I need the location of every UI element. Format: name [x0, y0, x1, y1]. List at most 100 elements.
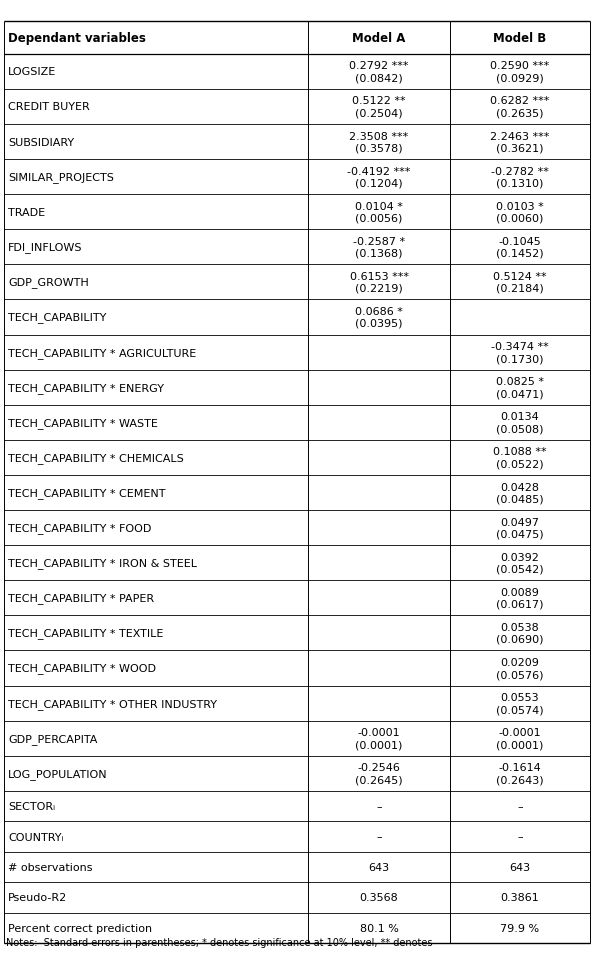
Text: Notes:  Standard errors in parentheses; * denotes significance at 10% level, ** : Notes: Standard errors in parentheses; *… — [6, 937, 433, 947]
Text: TECH_CAPABILITY * IRON & STEEL: TECH_CAPABILITY * IRON & STEEL — [8, 557, 197, 569]
Text: TECH_CAPABILITY * WASTE: TECH_CAPABILITY * WASTE — [8, 417, 158, 429]
Text: TECH_CAPABILITY * PAPER: TECH_CAPABILITY * PAPER — [8, 593, 154, 604]
Text: 0.0825 *: 0.0825 * — [496, 377, 544, 387]
Text: -0.1045: -0.1045 — [499, 236, 541, 247]
Text: -0.1614: -0.1614 — [499, 763, 541, 773]
Text: -0.4192 ***: -0.4192 *** — [347, 166, 411, 177]
Text: –: – — [517, 831, 523, 842]
Text: TECH_CAPABILITY * TEXTILE: TECH_CAPABILITY * TEXTILE — [8, 628, 164, 639]
Text: 0.0428: 0.0428 — [500, 482, 540, 492]
Text: -0.3474 **: -0.3474 ** — [491, 342, 549, 352]
Text: (0.2504): (0.2504) — [355, 109, 403, 118]
Text: TECH_CAPABILITY * OTHER INDUSTRY: TECH_CAPABILITY * OTHER INDUSTRY — [8, 698, 217, 709]
Text: TECH_CAPABILITY: TECH_CAPABILITY — [8, 312, 107, 323]
Text: -0.0001: -0.0001 — [358, 727, 400, 737]
Text: (0.0395): (0.0395) — [355, 319, 403, 329]
Text: 0.0538: 0.0538 — [500, 623, 540, 632]
Text: LOGSIZE: LOGSIZE — [8, 67, 57, 77]
Text: (0.0475): (0.0475) — [496, 530, 544, 539]
Text: 643: 643 — [509, 862, 531, 872]
Text: (0.0690): (0.0690) — [496, 634, 544, 644]
Text: 0.0089: 0.0089 — [500, 587, 540, 597]
Text: 0.0497: 0.0497 — [500, 517, 540, 528]
Text: 0.0392: 0.0392 — [500, 553, 540, 562]
Text: (0.0001): (0.0001) — [355, 739, 403, 750]
Text: TECH_CAPABILITY * FOOD: TECH_CAPABILITY * FOOD — [8, 523, 151, 533]
Text: TECH_CAPABILITY * CHEMICALS: TECH_CAPABILITY * CHEMICALS — [8, 453, 184, 463]
Text: (0.0929): (0.0929) — [496, 73, 544, 84]
Text: (0.1730): (0.1730) — [496, 354, 544, 363]
Text: Model B: Model B — [493, 32, 547, 45]
Text: Dependant variables: Dependant variables — [8, 32, 146, 45]
Text: 0.0103 *: 0.0103 * — [496, 202, 544, 211]
Text: SIMILAR_PROJECTS: SIMILAR_PROJECTS — [8, 172, 114, 183]
Text: COUNTRYᵢ: COUNTRYᵢ — [8, 831, 64, 842]
Text: 2.2463 ***: 2.2463 *** — [490, 132, 550, 141]
Text: (0.0508): (0.0508) — [496, 424, 544, 433]
Text: (0.3578): (0.3578) — [355, 143, 403, 154]
Text: (0.0056): (0.0056) — [355, 213, 403, 224]
Text: FDI_INFLOWS: FDI_INFLOWS — [8, 242, 83, 253]
Text: 0.6153 ***: 0.6153 *** — [349, 272, 409, 282]
Text: 0.6282 ***: 0.6282 *** — [490, 96, 550, 107]
Text: 79.9 %: 79.9 % — [500, 923, 540, 933]
Text: LOG_POPULATION: LOG_POPULATION — [8, 768, 108, 779]
Text: 2.3508 ***: 2.3508 *** — [349, 132, 409, 141]
Text: –: – — [376, 801, 382, 811]
Text: Pseudo-R2: Pseudo-R2 — [8, 893, 67, 902]
Text: –: – — [517, 801, 523, 811]
Text: (0.3621): (0.3621) — [496, 143, 544, 154]
Text: TECH_CAPABILITY * WOOD: TECH_CAPABILITY * WOOD — [8, 663, 156, 674]
Text: (0.1204): (0.1204) — [355, 179, 403, 188]
Text: (0.0617): (0.0617) — [496, 599, 544, 609]
Text: 643: 643 — [368, 862, 390, 872]
Text: SUBSIDIARY: SUBSIDIARY — [8, 137, 74, 147]
Text: -0.2782 **: -0.2782 ** — [491, 166, 549, 177]
Text: (0.0542): (0.0542) — [496, 564, 544, 574]
Text: 0.5124 **: 0.5124 ** — [493, 272, 547, 282]
Text: –: – — [376, 831, 382, 842]
Text: (0.0060): (0.0060) — [496, 213, 544, 224]
Text: GDP_PERCAPITA: GDP_PERCAPITA — [8, 733, 98, 744]
Text: 0.0134: 0.0134 — [500, 412, 540, 422]
Text: (0.2635): (0.2635) — [496, 109, 544, 118]
Text: 0.1088 **: 0.1088 ** — [493, 447, 547, 457]
Text: (0.0485): (0.0485) — [496, 494, 544, 504]
Text: 0.3861: 0.3861 — [500, 893, 540, 902]
Text: 0.5122 **: 0.5122 ** — [352, 96, 406, 107]
Text: (0.2184): (0.2184) — [496, 283, 544, 293]
Text: # observations: # observations — [8, 862, 92, 872]
Text: 0.0553: 0.0553 — [500, 693, 539, 702]
Text: (0.0471): (0.0471) — [496, 389, 544, 399]
Text: -0.2587 *: -0.2587 * — [353, 236, 405, 247]
Text: (0.1452): (0.1452) — [496, 249, 544, 259]
Text: (0.2643): (0.2643) — [496, 775, 544, 784]
Text: -0.2546: -0.2546 — [358, 763, 400, 773]
Text: CREDIT BUYER: CREDIT BUYER — [8, 102, 90, 112]
Text: (0.0522): (0.0522) — [496, 459, 544, 469]
Text: -0.0001: -0.0001 — [499, 727, 541, 737]
Text: (0.1368): (0.1368) — [355, 249, 403, 259]
Text: (0.2645): (0.2645) — [355, 775, 403, 784]
Text: 0.0104 *: 0.0104 * — [355, 202, 403, 211]
Text: Percent correct prediction: Percent correct prediction — [8, 923, 152, 933]
Text: TRADE: TRADE — [8, 208, 45, 217]
Text: (0.0842): (0.0842) — [355, 73, 403, 84]
Text: SECTORᵢ: SECTORᵢ — [8, 801, 55, 811]
Text: 0.0686 *: 0.0686 * — [355, 307, 403, 317]
Text: (0.0574): (0.0574) — [496, 704, 544, 714]
Text: Model A: Model A — [352, 32, 406, 45]
Text: (0.1310): (0.1310) — [496, 179, 544, 188]
Text: 0.0209: 0.0209 — [500, 657, 540, 667]
Text: (0.2219): (0.2219) — [355, 283, 403, 293]
Text: 0.3568: 0.3568 — [359, 893, 399, 902]
Text: TECH_CAPABILITY * CEMENT: TECH_CAPABILITY * CEMENT — [8, 487, 165, 499]
Text: 80.1 %: 80.1 % — [359, 923, 399, 933]
Text: 0.2792 ***: 0.2792 *** — [349, 62, 409, 71]
Text: (0.0001): (0.0001) — [496, 739, 544, 750]
Text: 0.2590 ***: 0.2590 *** — [490, 62, 550, 71]
Text: TECH_CAPABILITY * ENERGY: TECH_CAPABILITY * ENERGY — [8, 382, 164, 393]
Text: TECH_CAPABILITY * AGRICULTURE: TECH_CAPABILITY * AGRICULTURE — [8, 347, 196, 358]
Text: GDP_GROWTH: GDP_GROWTH — [8, 277, 89, 288]
Text: (0.0576): (0.0576) — [496, 669, 544, 679]
